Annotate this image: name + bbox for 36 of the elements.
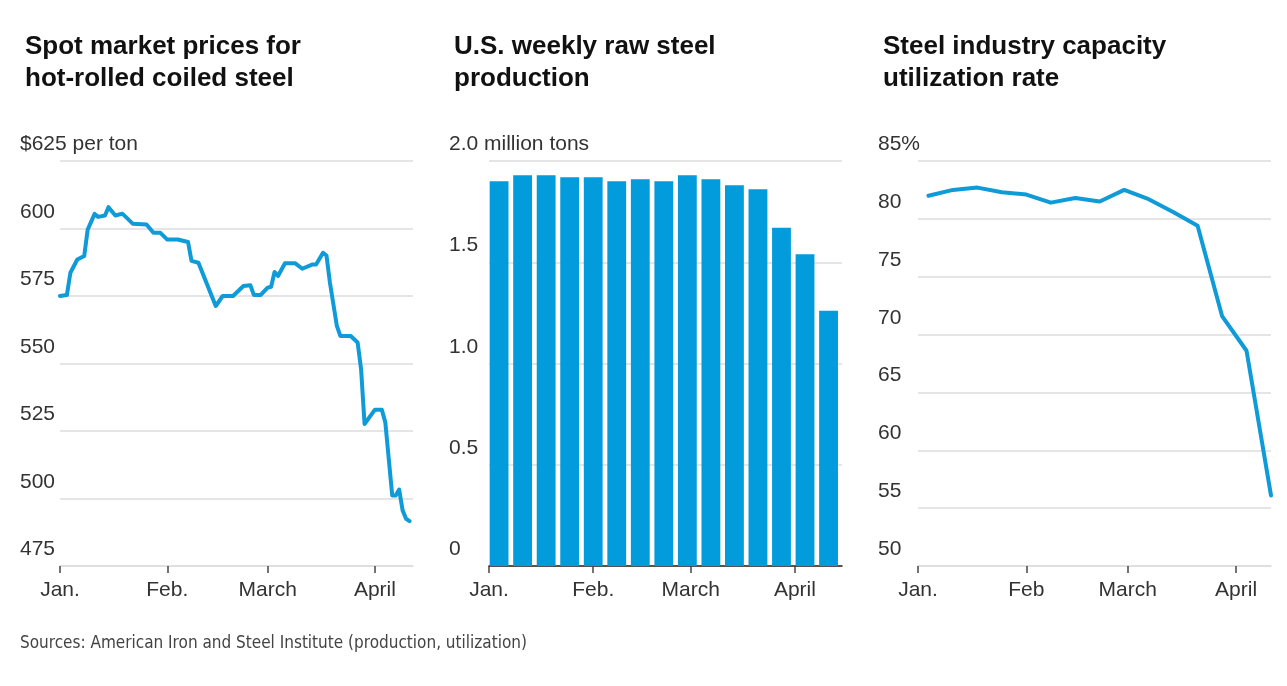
y-tick-label: 500 (20, 468, 56, 492)
chart-title: Steel industry capacity utilization rate (883, 30, 1174, 92)
y-tick-label: 75 (878, 246, 902, 270)
y-tick-label: 70 (878, 304, 902, 328)
x-tick-label: March (238, 577, 297, 600)
y-tick-label: 0 (449, 536, 461, 559)
chart-title: U.S. weekly raw steel production (454, 30, 723, 92)
x-tick-label: Feb. (146, 577, 189, 600)
source-note: Sources: American Iron and Steel Institute (production, utilization) (20, 632, 527, 652)
y-tick-label: 65 (878, 362, 902, 386)
y-tick-label: 60 (878, 420, 902, 444)
x-tick-label: April (353, 577, 396, 600)
x-tick-label: Jan. (898, 577, 938, 600)
y-tick-label: 550 (20, 333, 56, 357)
y-tick-label: 600 (20, 198, 56, 222)
x-tick-label: March (661, 577, 720, 600)
y-tick-label: 2.0 million tons (449, 131, 590, 154)
x-tick-label: Feb (1008, 577, 1045, 600)
chart-title: Spot market prices for hot-rolled coiled steel (25, 30, 309, 92)
y-tick-label: 575 (20, 266, 56, 289)
x-tick-label: Feb. (572, 577, 615, 600)
y-tick-label: 50 (878, 536, 902, 559)
y-tick-label: $625 per ton (20, 131, 138, 154)
x-tick-label: Jan. (469, 577, 509, 600)
y-tick-label: 85% (878, 131, 921, 154)
x-tick-label: April (1215, 577, 1258, 600)
x-tick-label: April (773, 577, 816, 600)
y-tick-label: 0.5 (449, 434, 479, 458)
y-tick-label: 80 (878, 188, 902, 212)
y-tick-label: 1.0 (449, 333, 479, 357)
y-tick-label: 525 (20, 401, 56, 424)
x-tick-label: March (1098, 577, 1157, 600)
y-tick-label: 55 (878, 478, 902, 502)
y-tick-label: 475 (20, 536, 56, 559)
y-tick-label: 1.5 (449, 232, 479, 256)
x-tick-label: Jan. (40, 577, 80, 600)
